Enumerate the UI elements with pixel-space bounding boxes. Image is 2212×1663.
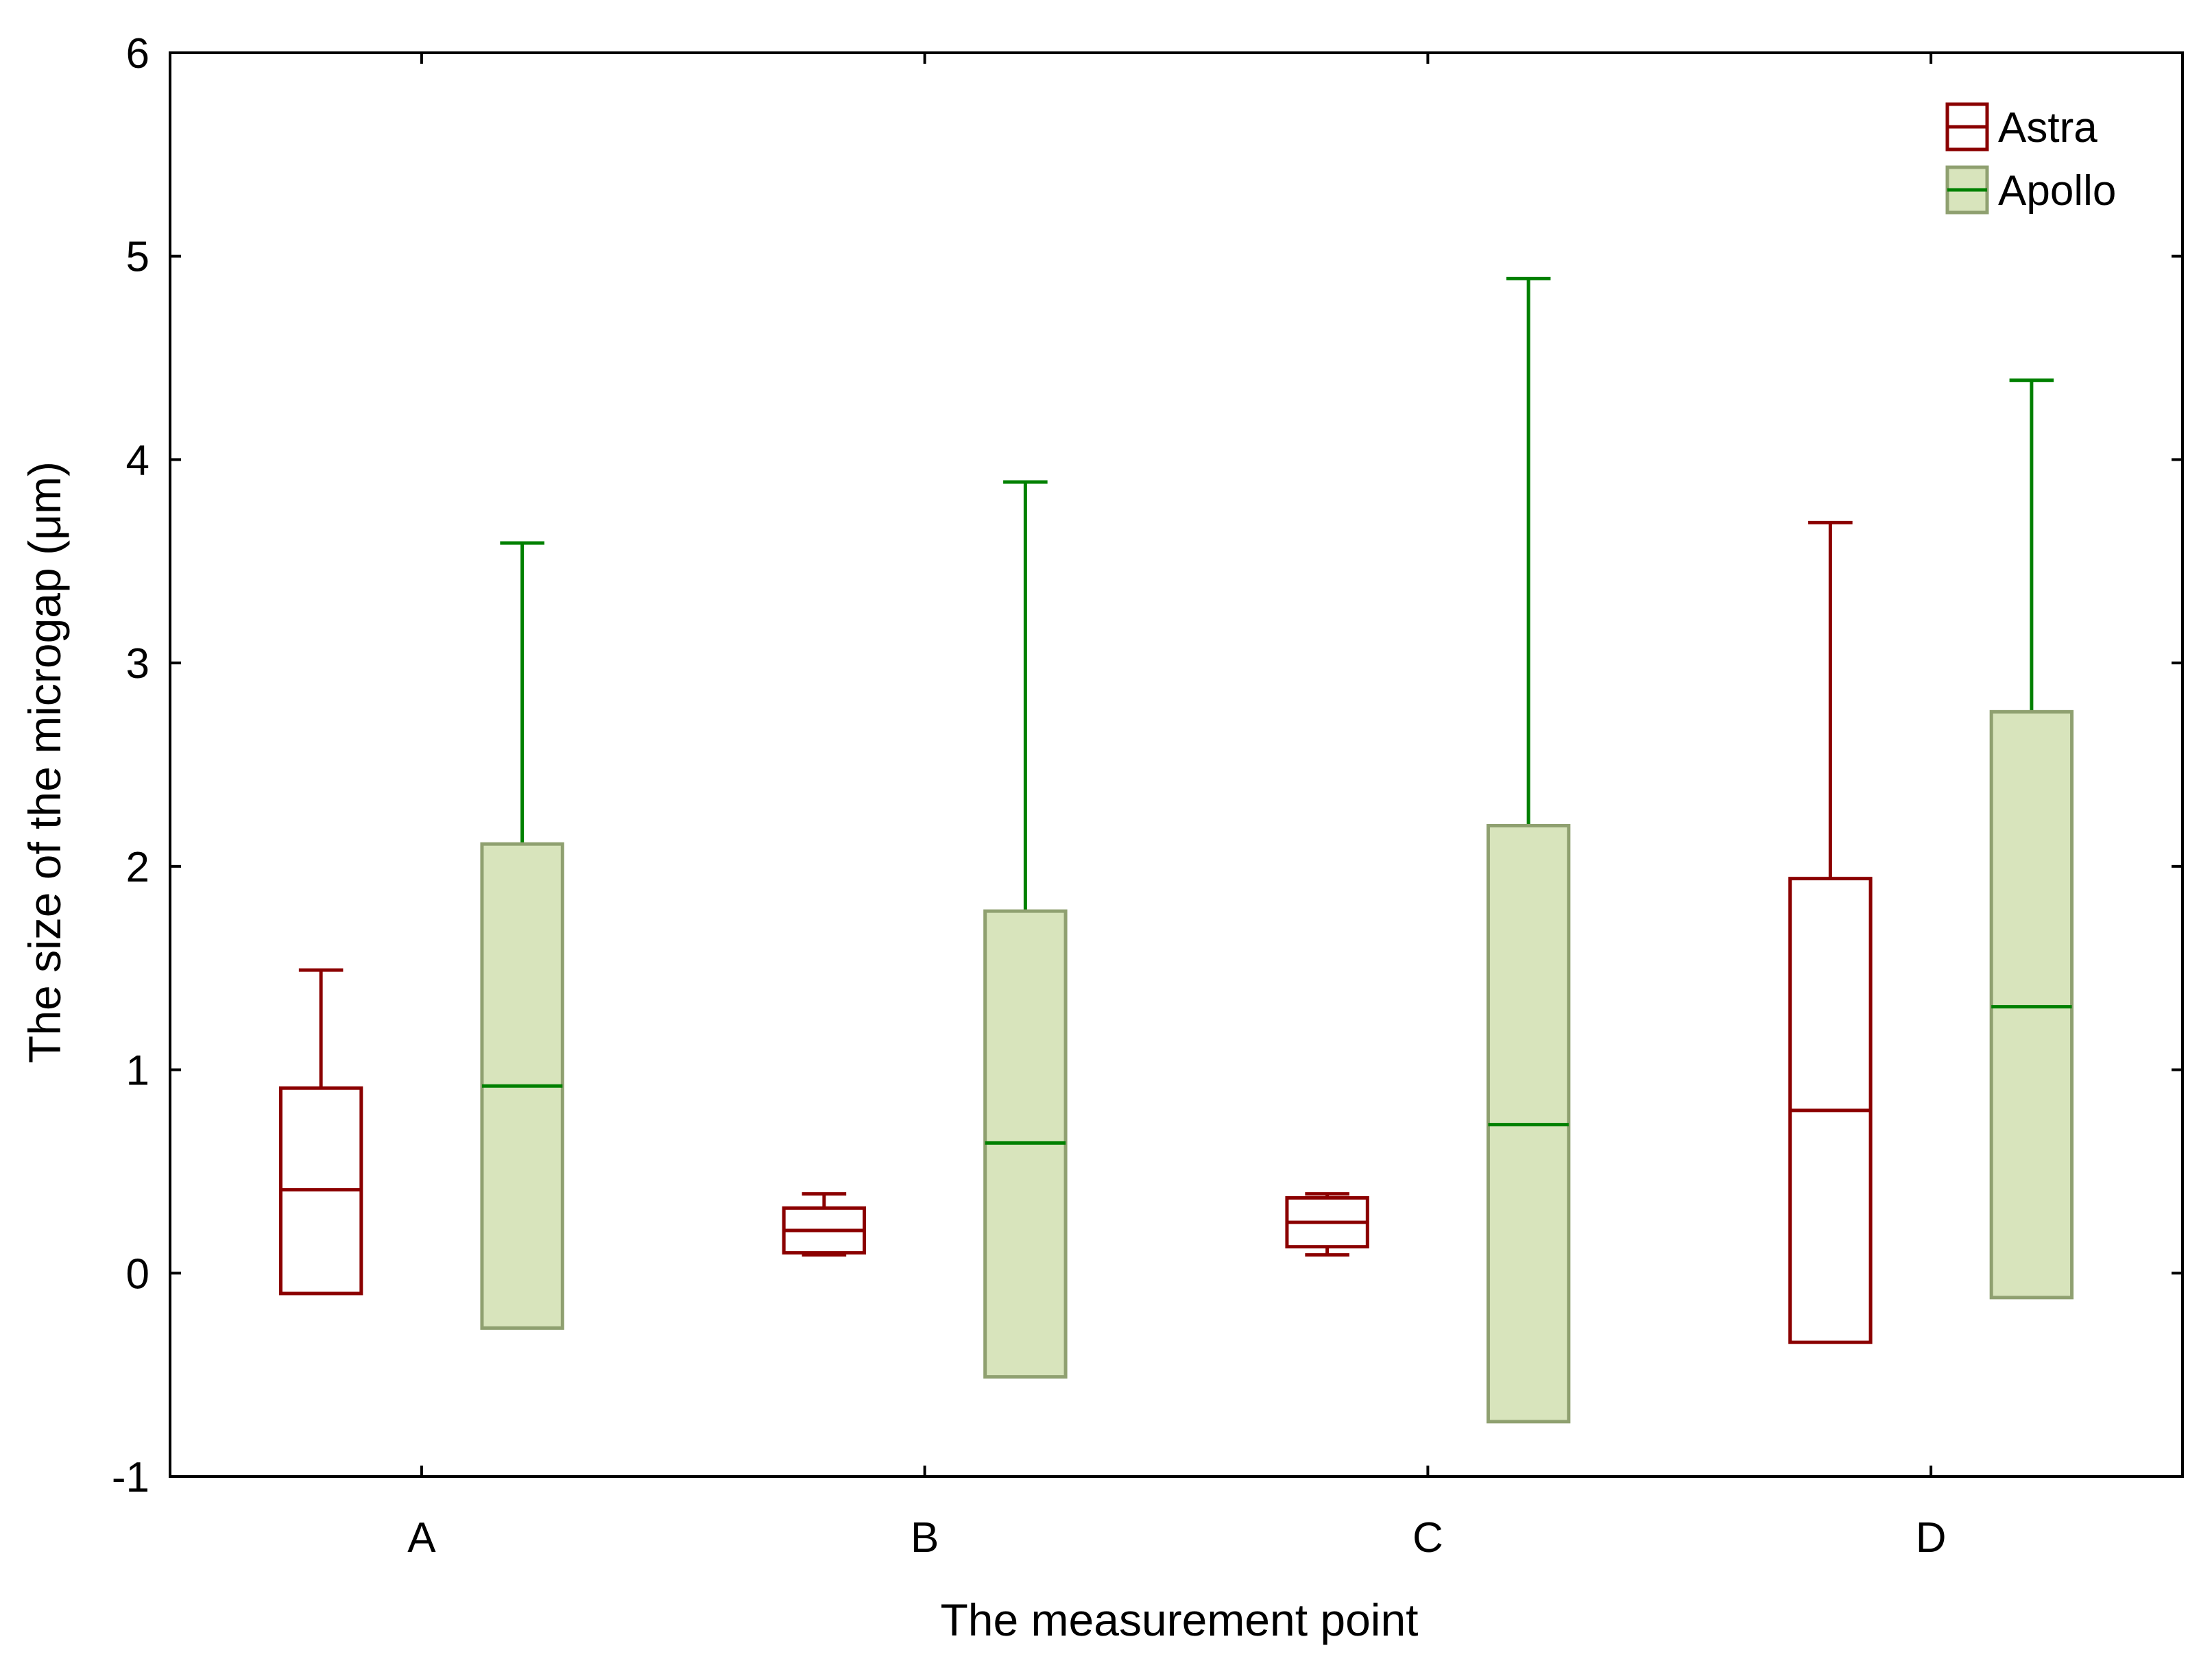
box-astra-d [1788, 520, 1873, 1344]
x-axis-ticks: A B C D [407, 53, 1947, 1562]
y-tick-label: 5 [126, 234, 149, 281]
box-astra-b [782, 1192, 867, 1257]
y-tick-label: 4 [126, 437, 149, 484]
y-tick-label: 6 [126, 30, 149, 77]
box-apollo-c [1486, 276, 1571, 1424]
y-tick-label: 0 [126, 1250, 149, 1298]
y-axis-title: The size of the microgap (μm) [19, 461, 70, 1063]
x-tick-label: D [1916, 1514, 1947, 1562]
x-tick-label: C [1412, 1514, 1443, 1562]
box-apollo-a [480, 541, 564, 1330]
box-iqr [1989, 709, 2074, 1300]
legend: Astra Apollo [1945, 102, 2116, 215]
legend-item-apollo: Apollo [1945, 165, 2116, 215]
box-series [278, 276, 2074, 1424]
box-astra-a [278, 968, 363, 1296]
x-tick-label: B [911, 1514, 939, 1562]
box-apollo-d [1989, 378, 2074, 1300]
legend-item-astra: Astra [1945, 102, 2097, 151]
box-astra-c [1285, 1192, 1369, 1257]
y-tick-label: 3 [126, 640, 149, 688]
y-tick-label: 1 [126, 1047, 149, 1095]
y-tick-label: -1 [112, 1454, 149, 1501]
legend-label: Apollo [1998, 167, 2116, 215]
x-axis-title: The measurement point [940, 1594, 1418, 1645]
y-tick-label: 2 [126, 844, 149, 891]
x-tick-label: A [407, 1514, 436, 1562]
box-apollo-b [983, 480, 1068, 1379]
legend-label: Astra [1998, 104, 2097, 151]
y-axis-ticks: -1 0 1 2 3 4 5 6 [112, 30, 2183, 1501]
plot-area [169, 51, 2184, 1478]
